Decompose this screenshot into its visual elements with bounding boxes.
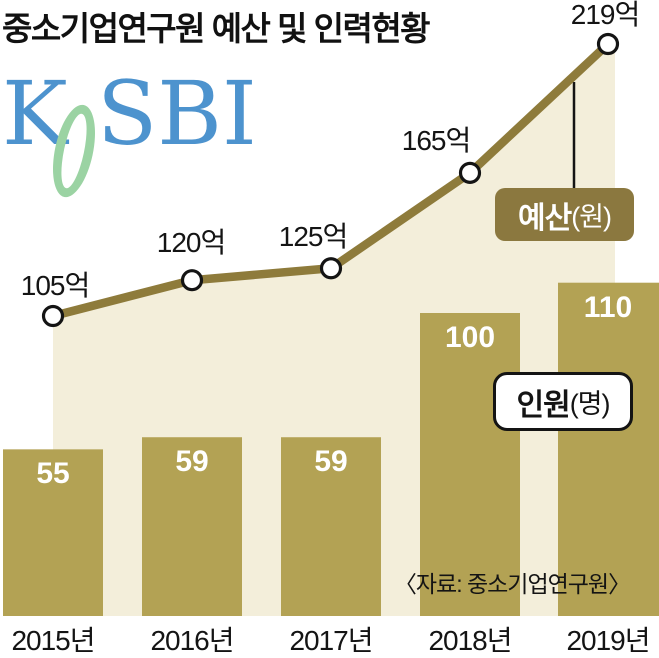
budget-point-label: 125억 <box>278 221 348 253</box>
source-note: 〈자료: 중소기업연구원〉 <box>393 571 631 597</box>
axis-label-year: 2016년 <box>150 625 234 656</box>
budget-point-label: 105억 <box>20 270 90 301</box>
axis-label-year: 2018년 <box>428 625 512 656</box>
people-legend-badge: 인원 (명) <box>493 372 633 431</box>
budget-point-label: 120억 <box>156 227 226 259</box>
bar-value-label: 59 <box>314 445 348 479</box>
kosbi-logo: K SBI <box>0 0 260 210</box>
axis-label-year: 2015년 <box>11 625 95 656</box>
logo-letters-sbi: SBI <box>97 62 257 165</box>
bar-value-label: 110 <box>583 290 633 324</box>
people-legend-label: 인원 <box>516 388 570 422</box>
bar-value-label: 100 <box>444 321 496 354</box>
chart-title: 중소기업연구원 예산 및 인력현황 <box>2 10 431 47</box>
axis-label-year: 2017년 <box>289 625 373 656</box>
bar-value-label: 59 <box>175 445 209 479</box>
bar-value-label: 55 <box>36 457 70 491</box>
budget-legend-unit: (원) <box>571 202 612 232</box>
budget-legend-label: 예산 <box>517 201 572 235</box>
budget-point-label: 165억 <box>401 124 471 156</box>
budget-point-label: 219억 <box>570 0 640 30</box>
logo-letter-k: K <box>2 62 68 165</box>
people-legend-unit: (명) <box>569 389 611 419</box>
budget-legend-badge: 예산 (원) <box>495 188 634 241</box>
axis-label-year: 2019년 <box>566 625 650 656</box>
